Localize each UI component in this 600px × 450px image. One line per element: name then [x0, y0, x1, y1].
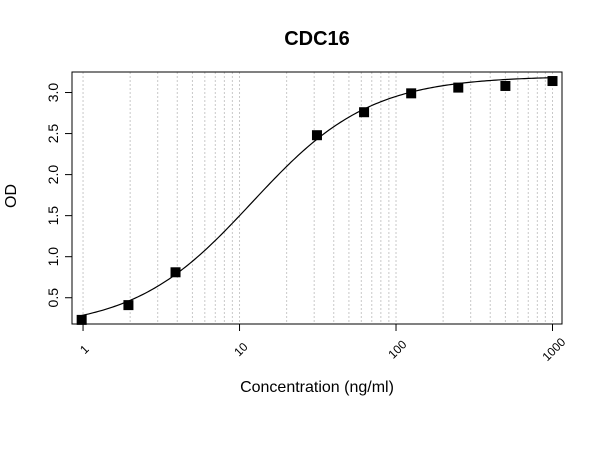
y-tick-label: 0.5 [45, 288, 61, 308]
x-axis-label: Concentration (ng/ml) [240, 379, 394, 396]
y-axis: 0.5 1.0 1.5 2.0 2.5 3.0 [45, 83, 72, 308]
fit-curve [81, 77, 553, 317]
x-tick-label: 10 [231, 340, 251, 360]
data-point [406, 88, 417, 99]
x-tick-label: 1 [77, 342, 92, 357]
y-tick-label: 2.5 [45, 124, 61, 144]
data-point [547, 76, 558, 87]
y-tick-label: 1.0 [45, 247, 61, 267]
data-point [123, 300, 134, 311]
grid [82, 72, 554, 324]
y-tick-label: 3.0 [45, 83, 61, 103]
y-tick-label: 2.0 [45, 165, 61, 185]
data-point [311, 130, 322, 141]
data-point [500, 80, 511, 91]
y-tick-label: 1.5 [45, 206, 61, 226]
chart-title: CDC16 [284, 28, 350, 50]
plot-frame [71, 71, 563, 325]
data-points [76, 76, 558, 325]
data-point [359, 107, 370, 118]
x-tick-label: 100 [385, 337, 409, 361]
data-point [76, 314, 87, 325]
data-point [453, 82, 464, 93]
data-point [170, 267, 181, 278]
y-axis-label: OD [3, 184, 20, 208]
x-axis: 1 10 100 1000 [77, 324, 569, 364]
x-tick-label: 1000 [540, 335, 569, 364]
